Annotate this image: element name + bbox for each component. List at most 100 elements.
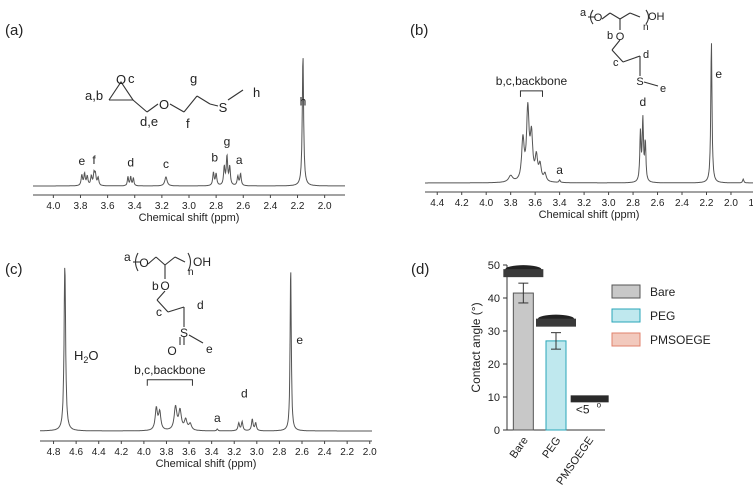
atom-s: S: [636, 76, 643, 88]
bracket-right: [187, 252, 192, 272]
x-tick-label: 2.8: [272, 447, 286, 458]
x-tick-label: 3.2: [155, 201, 169, 212]
x-tick-label: 3.8: [160, 447, 174, 458]
x-tick-label: 4.2: [455, 198, 469, 209]
label-c: c: [156, 305, 162, 319]
bond: [188, 334, 204, 344]
y-tick-label: 20: [488, 359, 500, 371]
y-tick-label: 10: [488, 392, 500, 404]
label-f: f: [186, 116, 190, 131]
bond: [611, 39, 621, 51]
y-tick-label: 50: [488, 260, 500, 272]
label-c: c: [613, 57, 619, 69]
panel-a: (a) 4.0 3.8 3.6 3.4 3.2 3.0 2.8 2.6 2.4 2.2 2.0 Che…: [0, 0, 380, 245]
bond: [156, 299, 169, 313]
x-tick-label: 3.6: [528, 198, 542, 209]
peak-label-e: e: [715, 67, 722, 81]
droplet-image: [503, 269, 544, 278]
atom-o-side: O: [160, 279, 169, 293]
panel-c: (c) 4.8 4.6 4.4 4.2 4.0 3.8 3.6 3.4 3.2 3.0 2.8 2.6…: [0, 245, 380, 493]
label-h: h: [253, 85, 260, 100]
bracket-label: b,c,backbone: [496, 74, 568, 88]
bond: [227, 89, 244, 101]
peak-label-g: g: [224, 135, 231, 149]
x-tick-label: 2.6: [295, 447, 309, 458]
label-g: g: [190, 71, 197, 86]
bond: [643, 81, 659, 87]
x-tick-label: 3.8: [74, 201, 88, 212]
atom-s: S: [219, 100, 228, 115]
bond: [609, 12, 621, 20]
x-tick-label: 3.4: [205, 447, 219, 458]
atom-oh: OH: [648, 11, 665, 23]
x-axis-label: Chemical shift (ppm): [539, 209, 640, 221]
x-tick-label: 3.0: [250, 447, 264, 458]
y-tick-label: 0: [494, 425, 500, 437]
bond: [132, 99, 148, 113]
peak-label-d: d: [241, 387, 248, 401]
spectrum-c-plot: 4.8 4.6 4.4 4.2 4.0 3.8 3.6 3.4 3.2 3.0 2.8 2.6 2.4 2…: [40, 267, 377, 470]
x-axis-label: Chemical shift (ppm): [139, 212, 240, 224]
spectrum-c-line: [40, 267, 372, 432]
x-tick-label: 3.0: [602, 198, 616, 209]
x-tick-label: 2.0: [318, 201, 332, 212]
bracket-right: [645, 9, 650, 25]
label-b: b: [607, 30, 613, 42]
x-tick-label: 1.8: [748, 198, 753, 209]
spectrum-a-plot: 4.0 3.8 3.6 3.4 3.2 3.0 2.8 2.6 2.4 2.2 2.0 Chemica…: [33, 58, 345, 224]
x-tick-label: 4.2: [114, 447, 128, 458]
label-e: e: [206, 342, 213, 356]
bond: [169, 103, 185, 113]
bond: [622, 55, 641, 63]
atom-o-backbone: O: [594, 12, 603, 24]
peak-label-d: d: [127, 156, 134, 170]
peak-label-a: a: [236, 153, 243, 167]
x-tick-label: 4.6: [69, 447, 83, 458]
water-label: H2O: [74, 348, 99, 365]
y-tick-label: 30: [488, 326, 500, 338]
label-de: d,e: [140, 114, 158, 129]
label-a: a: [580, 7, 587, 19]
peak-label-d: d: [640, 95, 647, 109]
atom-s: S: [180, 326, 188, 340]
epoxide-ring: [108, 81, 135, 101]
bond: [156, 290, 166, 301]
peak-label-e: e: [296, 333, 303, 347]
label-n: n: [643, 22, 649, 33]
x-tick-label: 2.0: [724, 198, 738, 209]
legend-swatch-peg: [611, 308, 641, 323]
y-tick-label: 40: [488, 293, 500, 305]
x-tick-label: 2.4: [263, 201, 277, 212]
panel-a-label: (a): [5, 22, 24, 39]
bond: [155, 256, 166, 266]
x-tick-label: 2.8: [209, 201, 223, 212]
molecule-c: [133, 252, 204, 345]
peak-label-b: b: [211, 150, 218, 164]
bar-bare: [512, 292, 534, 431]
bar-peg: [545, 340, 567, 431]
spectrum-b-chart: 4.4 4.2 4.0 3.8 3.6 3.4 3.2 3.0 2.8 2.6 2.4 2.2 2.0 1…: [425, 7, 753, 221]
contact-angle-chart: 0 10 20 30 40 50 Contact angle (°) Bare PEG <5 o PM…: [469, 260, 711, 487]
spectrum-a-line: [33, 58, 345, 187]
atom-oh: OH: [193, 255, 211, 269]
x-tick-label: 4.0: [479, 198, 493, 209]
peak-label-c: c: [163, 157, 169, 171]
x-tick-label: 3.8: [504, 198, 518, 209]
peak-label-e: e: [78, 154, 85, 168]
bond: [619, 12, 631, 20]
bond: [146, 103, 159, 113]
molecule-a: [108, 81, 244, 113]
x-tick-label: 2.4: [675, 198, 689, 209]
droplet-image: [570, 395, 609, 403]
legend-label: PEG: [650, 309, 675, 323]
x-tick-label: 4.0: [46, 201, 60, 212]
x-tick-label: 3.6: [182, 447, 196, 458]
assignment-bracket: [146, 379, 193, 386]
panel-d-label: (d): [411, 261, 430, 278]
x-tick-label: 4.4: [92, 447, 106, 458]
label-b: b: [152, 279, 159, 293]
atom-o-side: O: [616, 31, 625, 43]
degree-symbol: o: [597, 401, 602, 410]
x-tick-label: 4.4: [430, 198, 444, 209]
spectrum-b-line: [425, 43, 753, 184]
